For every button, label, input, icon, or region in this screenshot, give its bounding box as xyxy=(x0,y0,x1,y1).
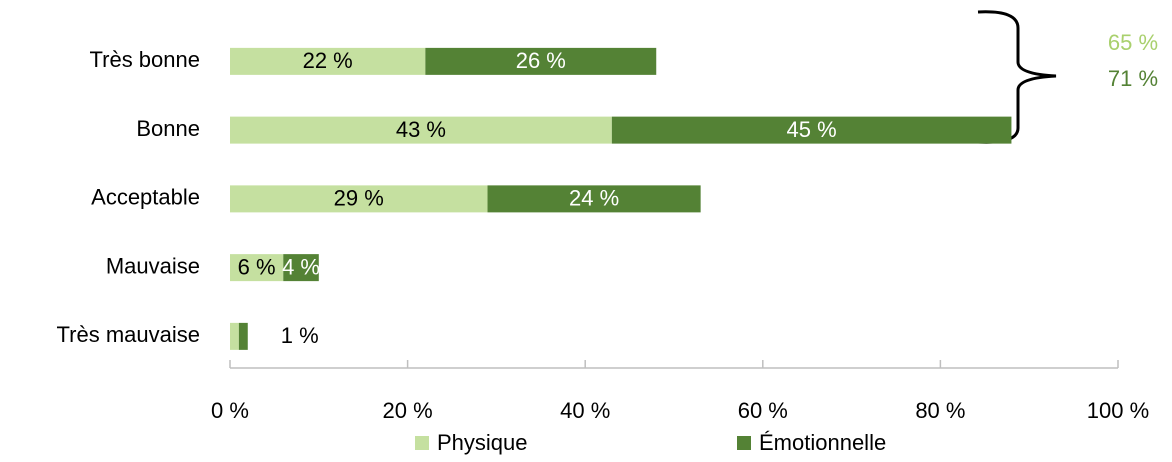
category-label: Bonne xyxy=(136,116,200,141)
bar-segment xyxy=(487,185,701,213)
value-label: 4 % xyxy=(282,254,320,279)
legend-swatch xyxy=(415,436,429,450)
value-label: 1 % xyxy=(281,323,319,348)
bar-segment xyxy=(238,322,248,350)
bar-segment xyxy=(230,322,239,350)
category-label: Acceptable xyxy=(91,185,200,210)
value-label: 45 % xyxy=(787,117,837,142)
value-label: 22 % xyxy=(303,48,353,73)
category-label: Très mauvaise xyxy=(57,322,200,347)
bar-segment xyxy=(283,254,319,282)
bar-segment xyxy=(611,116,1012,144)
bar-segment xyxy=(230,254,284,282)
bar-segment xyxy=(230,185,488,213)
value-label: 43 % xyxy=(396,117,446,142)
x-tick-label: 100 % xyxy=(1087,398,1149,423)
x-tick-label: 20 % xyxy=(383,398,433,423)
x-tick-label: 80 % xyxy=(915,398,965,423)
legend-swatch xyxy=(737,436,751,450)
bar-segment xyxy=(425,47,657,75)
bracket xyxy=(977,10,1057,144)
x-tick-label: 60 % xyxy=(738,398,788,423)
legend-label: Émotionnelle xyxy=(759,430,886,455)
value-label: 24 % xyxy=(569,186,619,211)
value-label: 6 % xyxy=(238,254,276,279)
value-label: 29 % xyxy=(334,186,384,211)
legend-label: Physique xyxy=(437,430,528,455)
annotation: 65 % xyxy=(1108,30,1158,55)
bar-segment xyxy=(230,116,612,144)
annotation: 71 % xyxy=(1108,66,1158,91)
value-label: 26 % xyxy=(516,48,566,73)
category-label: Mauvaise xyxy=(106,253,200,278)
x-tick-label: 0 % xyxy=(211,398,249,423)
bar-segment xyxy=(230,47,426,75)
x-tick-label: 40 % xyxy=(560,398,610,423)
category-label: Très bonne xyxy=(90,47,200,72)
